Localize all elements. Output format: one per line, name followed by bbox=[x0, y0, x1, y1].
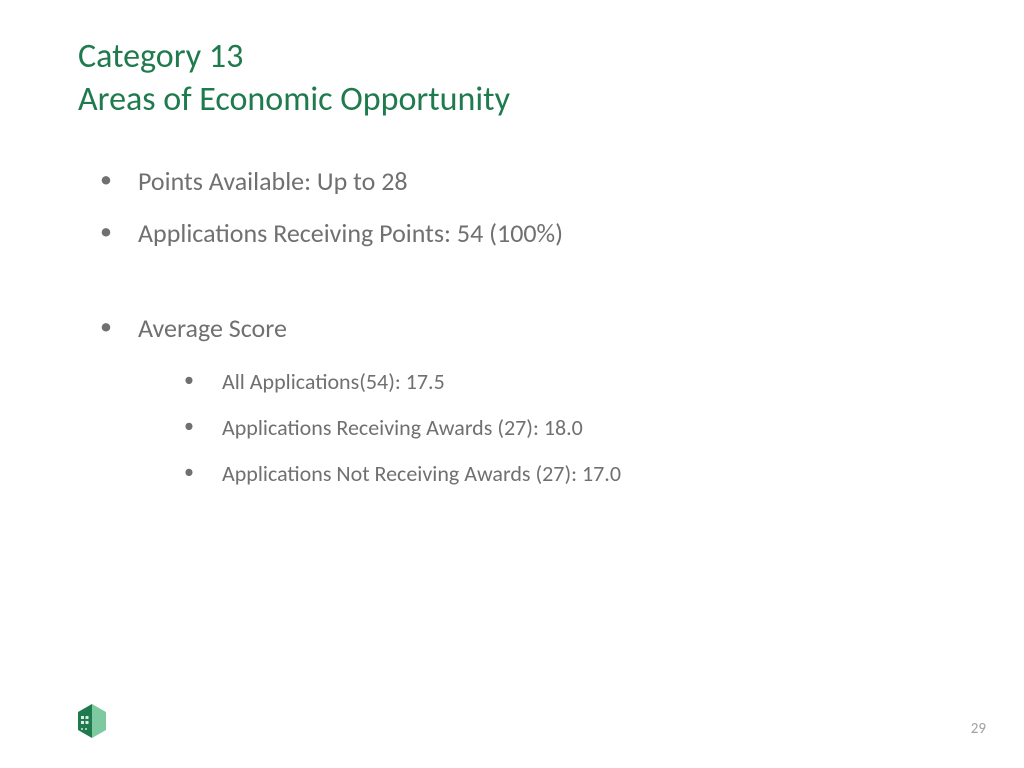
bullet-item: Applications Receiving Points: 54 (100%) bbox=[100, 215, 946, 253]
bullet-item: Points Available: Up to 28 bbox=[100, 163, 946, 201]
sub-bullet-item: Applications Receiving Awards (27): 18.0 bbox=[184, 412, 946, 444]
spacer bbox=[78, 266, 946, 310]
title-line-2: Areas of Economic Opportunity bbox=[78, 79, 946, 122]
main-bullet-list: Points Available: Up to 28 Applications … bbox=[78, 163, 946, 252]
page-number: 29 bbox=[971, 720, 986, 738]
sub-bullet-text: Applications Receiving Awards (27): 18.0 bbox=[222, 414, 583, 441]
sub-bullet-text: All Applications(54): 17.5 bbox=[222, 368, 445, 395]
sub-bullet-item: Applications Not Receiving Awards (27): … bbox=[184, 458, 946, 490]
bullet-text: Applications Receiving Points: 54 (100%) bbox=[138, 217, 563, 249]
logo-icon bbox=[78, 704, 106, 738]
sub-bullet-list: All Applications(54): 17.5 Applications … bbox=[138, 366, 946, 490]
sub-bullet-text: Applications Not Receiving Awards (27): … bbox=[222, 460, 621, 487]
bullet-text: Average Score bbox=[138, 312, 287, 344]
slide-container: Category 13 Areas of Economic Opportunit… bbox=[0, 0, 1024, 768]
title-line-1: Category 13 bbox=[78, 36, 946, 79]
bullet-item: Average Score All Applications(54): 17.5… bbox=[100, 310, 946, 489]
slide-title: Category 13 Areas of Economic Opportunit… bbox=[78, 36, 946, 121]
secondary-bullet-list: Average Score All Applications(54): 17.5… bbox=[78, 310, 946, 489]
sub-bullet-item: All Applications(54): 17.5 bbox=[184, 366, 946, 398]
bullet-text: Points Available: Up to 28 bbox=[138, 165, 408, 197]
